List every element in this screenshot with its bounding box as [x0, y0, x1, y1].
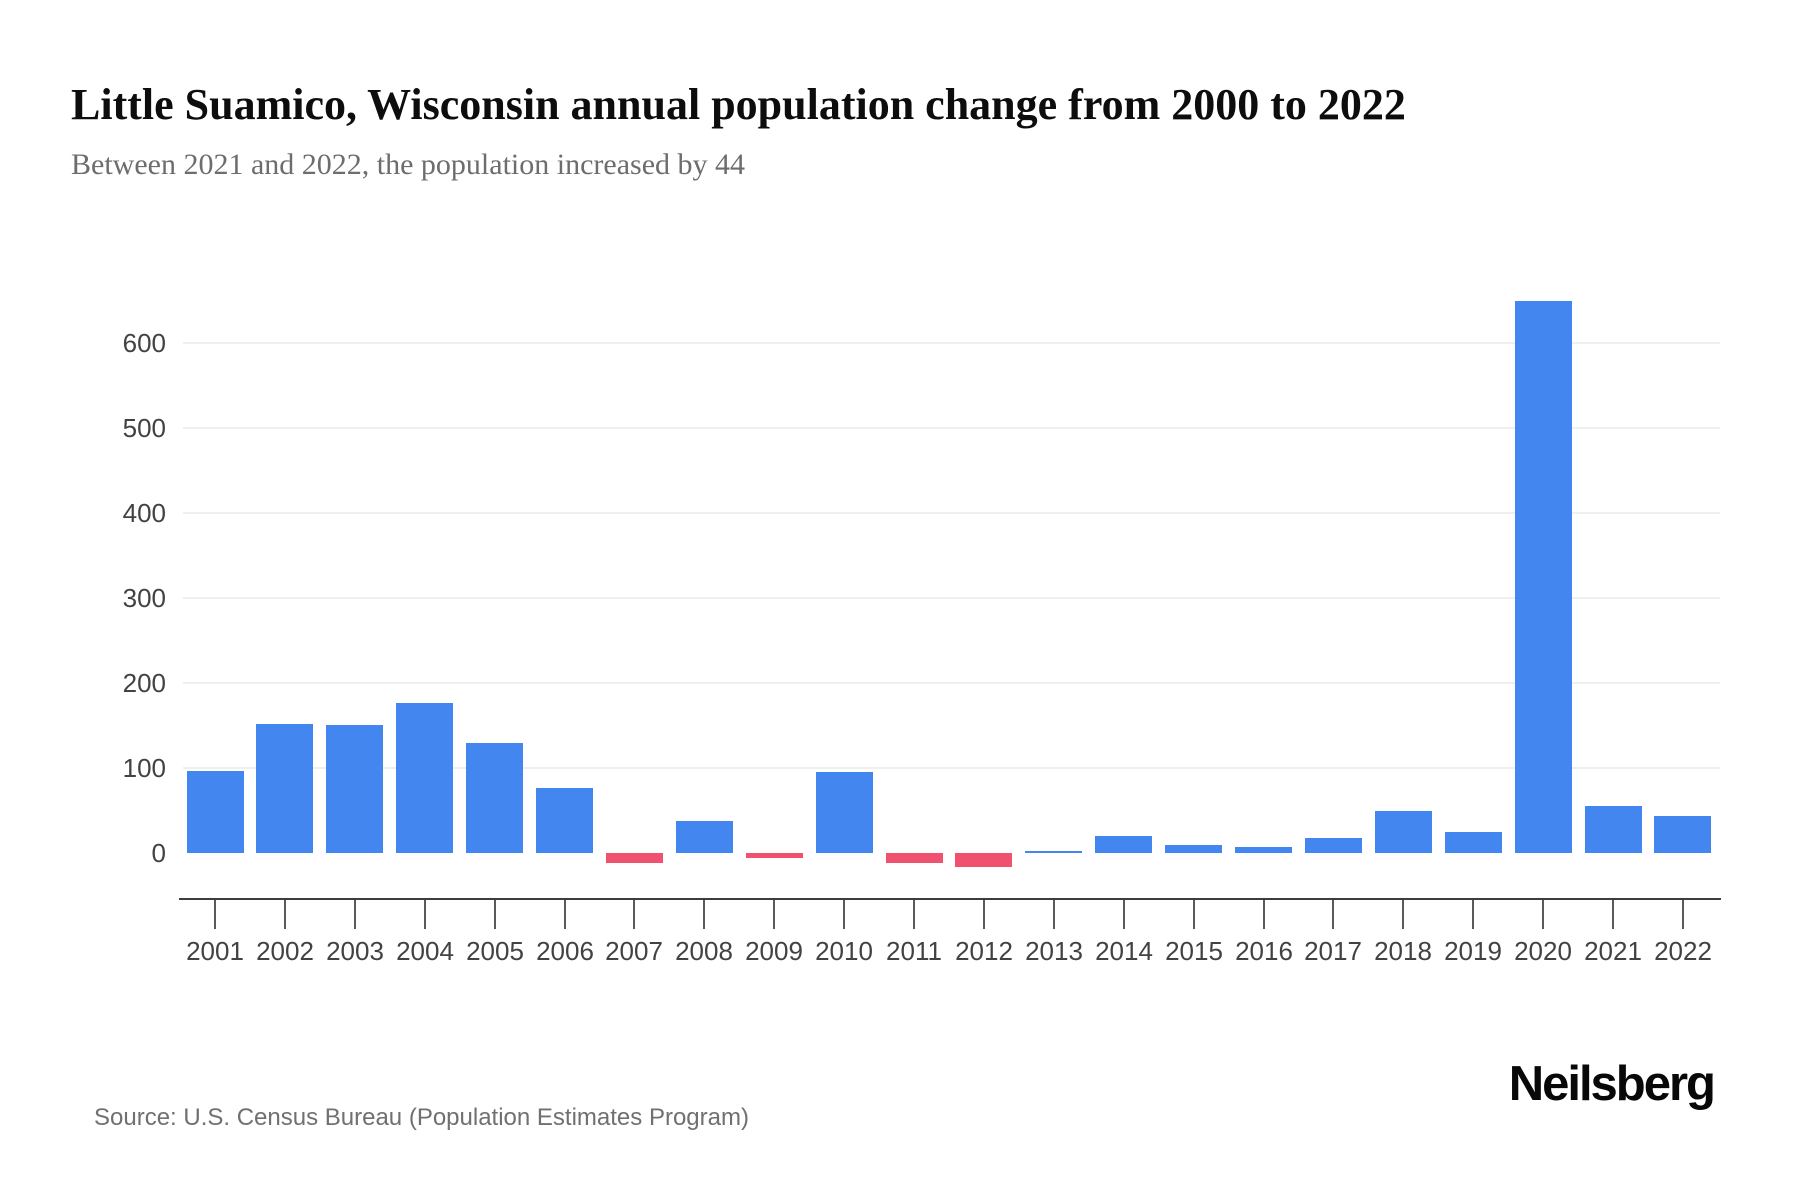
bar-2008[interactable]	[676, 820, 733, 853]
gridline-600	[183, 342, 1720, 344]
x-tick-2013	[1053, 900, 1055, 929]
x-axis-label-2017: 2017	[1304, 936, 1362, 966]
y-axis-label-300: 300	[122, 583, 166, 613]
y-axis-label-500: 500	[122, 413, 166, 443]
gridline-100	[183, 767, 1720, 769]
x-tick-2009	[773, 900, 775, 929]
neilsberg-logo: Neilsberg	[1508, 1057, 1716, 1111]
bar-2014[interactable]	[1095, 836, 1152, 853]
x-axis-label-2004: 2004	[396, 936, 454, 966]
x-axis-label-2002: 2002	[256, 936, 314, 966]
x-axis-line	[179, 898, 1721, 900]
x-axis-label-2013: 2013	[1025, 936, 1083, 966]
gridline-400	[183, 512, 1720, 514]
bar-2020[interactable]	[1515, 301, 1572, 853]
x-tick-2015	[1193, 900, 1195, 929]
bar-2002[interactable]	[256, 723, 313, 853]
gridline-500	[183, 427, 1720, 429]
x-axis-label-2005: 2005	[466, 936, 524, 966]
x-tick-2003	[354, 900, 356, 929]
y-axis-label-400: 400	[122, 498, 166, 528]
x-axis-label-2020: 2020	[1514, 936, 1572, 966]
bar-2005[interactable]	[466, 743, 523, 853]
y-axis-label-0: 0	[151, 838, 166, 868]
x-axis-label-2014: 2014	[1095, 936, 1153, 966]
x-axis-label-2012: 2012	[955, 936, 1013, 966]
gridline-300	[183, 597, 1720, 599]
bar-2001[interactable]	[187, 770, 244, 853]
x-axis-label-2009: 2009	[745, 936, 803, 966]
gridline-200	[183, 682, 1720, 684]
bar-2010[interactable]	[816, 772, 873, 853]
bar-2021[interactable]	[1585, 806, 1642, 853]
x-tick-2018	[1402, 900, 1404, 929]
bar-2018[interactable]	[1375, 810, 1432, 853]
x-axis-label-2008: 2008	[675, 936, 733, 966]
x-axis-label-2003: 2003	[326, 936, 384, 966]
x-axis-label-2016: 2016	[1235, 936, 1293, 966]
x-axis-label-2010: 2010	[815, 936, 873, 966]
bar-2006[interactable]	[536, 788, 593, 853]
x-axis-label-2021: 2021	[1584, 936, 1642, 966]
x-tick-2012	[983, 900, 985, 929]
x-axis-label-2007: 2007	[605, 936, 663, 966]
bar-chart: 0 100 200 300 400 500 600 2001 2002 2003 2004 2005 2…	[122, 301, 1721, 966]
y-axis-label-200: 200	[122, 668, 166, 698]
x-tick-2008	[703, 900, 705, 929]
bar-2009[interactable]	[746, 853, 803, 859]
x-axis-label-2019: 2019	[1444, 936, 1502, 966]
x-tick-2001	[214, 900, 216, 929]
y-axis-label-100: 100	[122, 753, 166, 783]
bar-2022[interactable]	[1654, 815, 1711, 853]
x-axis-label-2018: 2018	[1374, 936, 1432, 966]
x-tick-2004	[424, 900, 426, 929]
bar-2012[interactable]	[955, 853, 1012, 868]
bar-2017[interactable]	[1305, 837, 1362, 853]
bar-2007[interactable]	[606, 853, 663, 864]
bar-2011[interactable]	[886, 853, 943, 864]
x-tick-2021	[1612, 900, 1614, 929]
x-axis-label-2015: 2015	[1165, 936, 1223, 966]
x-tick-2020	[1542, 900, 1544, 929]
x-tick-2005	[494, 900, 496, 929]
y-axis-label-600: 600	[122, 328, 166, 358]
x-tick-2011	[913, 900, 915, 929]
chart-subtitle: Between 2021 and 2022, the population in…	[71, 148, 746, 181]
bar-2016[interactable]	[1235, 847, 1292, 853]
x-tick-2022	[1682, 900, 1684, 929]
page-title: Little Suamico, Wisconsin annual populat…	[71, 80, 1406, 130]
x-tick-2014	[1123, 900, 1125, 929]
bar-2015[interactable]	[1165, 844, 1222, 853]
x-axis-label-2011: 2011	[886, 936, 942, 966]
bar-2013[interactable]	[1025, 851, 1082, 853]
x-tick-2019	[1472, 900, 1474, 929]
x-tick-2017	[1332, 900, 1334, 929]
source-attribution: Source: U.S. Census Bureau (Population E…	[94, 1104, 749, 1131]
x-tick-2002	[284, 900, 286, 929]
x-axis-label-2001: 2001	[186, 936, 244, 966]
bar-2019[interactable]	[1445, 831, 1502, 853]
x-tick-2007	[633, 900, 635, 929]
x-tick-2006	[564, 900, 566, 929]
x-axis-label-2006: 2006	[536, 936, 594, 966]
bar-2004[interactable]	[396, 703, 453, 853]
x-tick-2010	[843, 900, 845, 929]
x-tick-2016	[1263, 900, 1265, 929]
bar-2003[interactable]	[326, 724, 383, 853]
x-axis-label-2022: 2022	[1654, 936, 1712, 966]
